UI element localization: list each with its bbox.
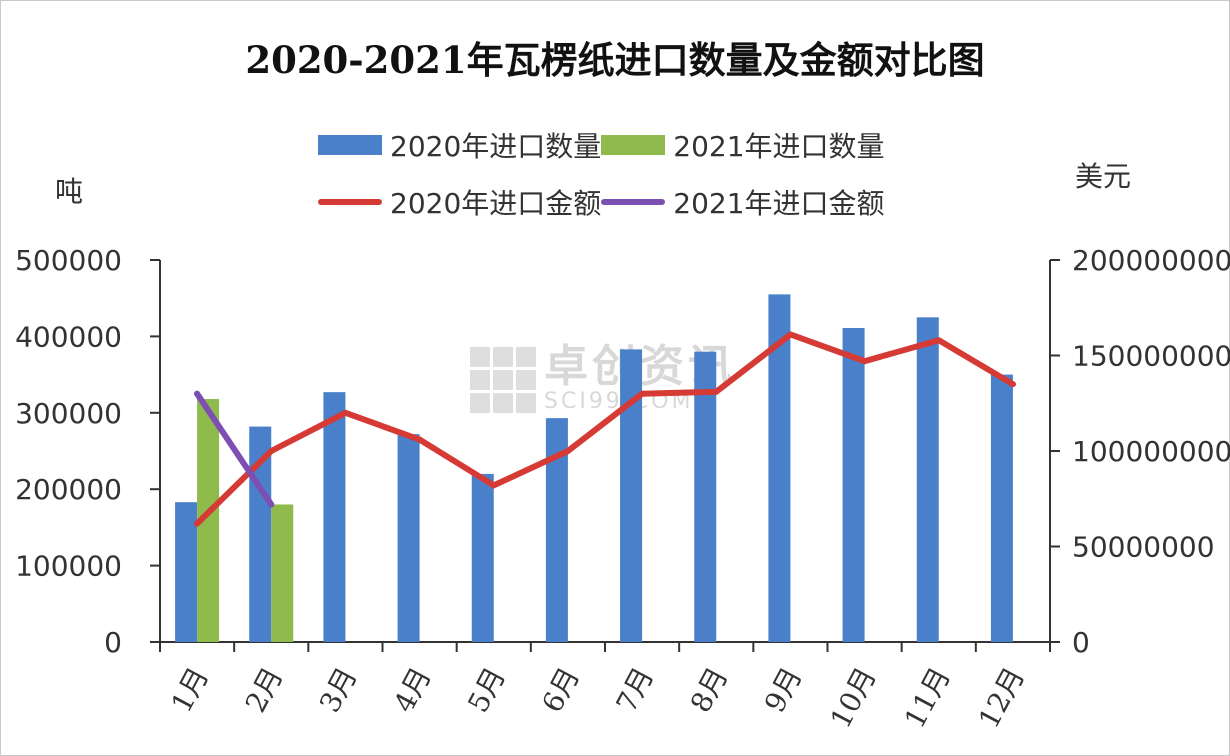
bar-2020-quantity bbox=[694, 351, 717, 642]
bar-2020-quantity bbox=[916, 317, 939, 642]
legend-swatch-2021-amount bbox=[601, 199, 666, 205]
watermark-grid-icon bbox=[470, 346, 536, 413]
legend-swatch-2021-quantity bbox=[601, 135, 666, 155]
point-2020-amount bbox=[194, 520, 201, 527]
x-tick-label: 11月 bbox=[898, 662, 957, 734]
right-tick-label: 100000000 bbox=[1072, 435, 1230, 468]
bar-2020-quantity bbox=[175, 502, 198, 642]
point-2020-amount bbox=[935, 337, 942, 344]
left-tick-label: 0 bbox=[104, 626, 122, 659]
point-2021-amount bbox=[268, 501, 275, 508]
point-2020-amount bbox=[713, 388, 720, 395]
x-tick-label: 10月 bbox=[824, 662, 883, 734]
left-tick-label: 100000 bbox=[15, 550, 122, 583]
point-2020-amount bbox=[861, 358, 868, 365]
bar-2020-quantity bbox=[471, 473, 494, 642]
bar-2020-quantity bbox=[545, 418, 568, 642]
legend-item-2021-quantity: 2021年进口数量 bbox=[601, 125, 885, 165]
x-tick-label: 9月 bbox=[758, 662, 809, 718]
x-tick-label: 2月 bbox=[239, 662, 290, 718]
legend-label-2021-amount: 2021年进口金额 bbox=[673, 187, 885, 220]
point-2021-amount bbox=[194, 390, 201, 397]
x-tick-label: 4月 bbox=[387, 662, 438, 718]
legend-label-2020-quantity: 2020年进口数量 bbox=[390, 130, 602, 163]
x-tick-label: 6月 bbox=[535, 662, 586, 718]
x-tick-label: 7月 bbox=[610, 662, 661, 718]
left-tick-label: 400000 bbox=[15, 320, 122, 353]
legend-row-amount: 2020年进口金额 2021年进口金额 bbox=[318, 182, 885, 222]
point-2020-amount bbox=[564, 448, 571, 454]
legend-label-2020-amount: 2020年进口金额 bbox=[390, 187, 602, 220]
legend-row-quantity: 2020年进口数量 2021年进口数量 bbox=[318, 125, 885, 165]
right-tick-label: 200000000 bbox=[1072, 244, 1230, 277]
bar-2020-quantity bbox=[842, 327, 865, 642]
x-tick-label: 8月 bbox=[684, 662, 735, 718]
left-axis-unit: 吨 bbox=[55, 175, 84, 208]
x-tick-label: 3月 bbox=[313, 662, 364, 718]
point-2020-amount bbox=[342, 409, 349, 416]
legend-swatch-2020-quantity bbox=[318, 135, 382, 155]
legend-item-2020-amount: 2020年进口金额 bbox=[318, 182, 601, 222]
point-2020-amount bbox=[1009, 381, 1016, 388]
right-tick-label: 0 bbox=[1072, 626, 1090, 659]
bar-2020-quantity bbox=[323, 392, 346, 642]
bar-2021-quantity bbox=[271, 504, 294, 642]
point-2020-amount bbox=[490, 482, 497, 489]
x-tick-label: 1月 bbox=[165, 662, 216, 718]
point-2020-amount bbox=[639, 390, 646, 397]
right-tick-label: 150000000 bbox=[1072, 340, 1230, 373]
legend-item-2020-quantity: 2020年进口数量 bbox=[318, 125, 601, 165]
bar-2020-quantity bbox=[990, 374, 1013, 642]
bar-2020-quantity bbox=[620, 349, 643, 642]
bar-2021-quantity bbox=[197, 399, 220, 642]
line-2020-amount bbox=[194, 331, 1016, 527]
point-2020-amount bbox=[268, 448, 275, 454]
legend-label-2021-quantity: 2021年进口数量 bbox=[673, 130, 885, 163]
bar-2020-quantity bbox=[397, 434, 420, 642]
bar-2020-quantity bbox=[768, 294, 791, 642]
right-axis-unit: 美元 bbox=[1075, 160, 1132, 193]
x-tick-label: 12月 bbox=[972, 662, 1031, 734]
chart-title: 2020-2021年瓦楞纸进口数量及金额对比图 bbox=[245, 38, 985, 82]
legend-swatch-2020-amount bbox=[318, 199, 382, 205]
x-tick-label: 5月 bbox=[461, 662, 512, 718]
left-tick-label: 500000 bbox=[15, 244, 122, 277]
legend-item-2021-amount: 2021年进口金额 bbox=[601, 182, 885, 222]
left-tick-label: 200000 bbox=[15, 473, 122, 506]
point-2020-amount bbox=[787, 331, 794, 338]
line-2021-amount bbox=[194, 390, 275, 508]
left-tick-label: 300000 bbox=[15, 397, 122, 430]
point-2020-amount bbox=[416, 436, 423, 443]
right-tick-label: 50000000 bbox=[1072, 531, 1215, 564]
